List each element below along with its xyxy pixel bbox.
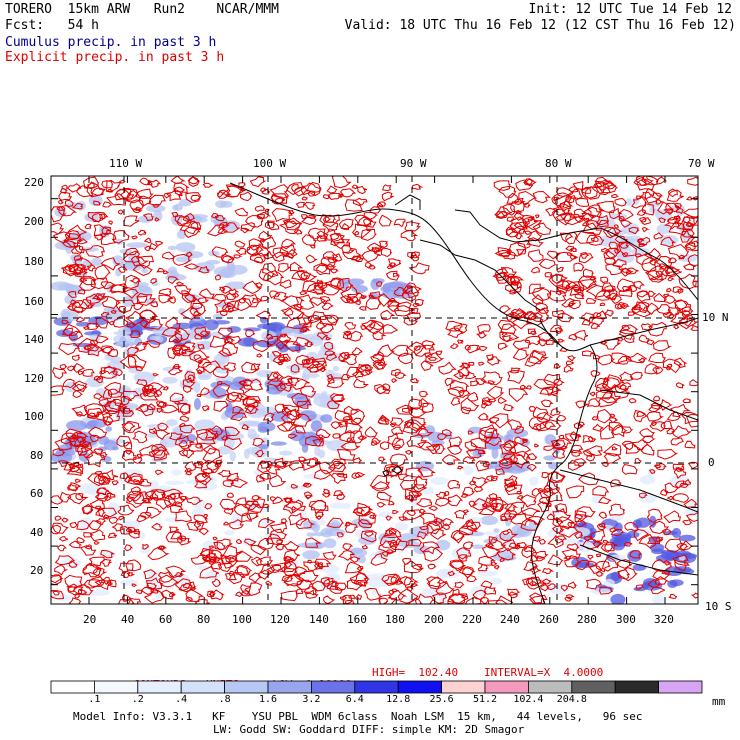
x-tick-label: 280 xyxy=(577,613,597,626)
x-tick-label: 320 xyxy=(654,613,674,626)
colorbar-label: .4 xyxy=(175,694,188,705)
y-tick-label: 40 xyxy=(30,526,44,539)
colorbar-label: 6.4 xyxy=(345,694,364,705)
contours-interval: INTERVAL=X 4.0000 xyxy=(484,666,604,679)
colorbar-label: 204.8 xyxy=(556,694,587,705)
x-tick-label: 200 xyxy=(424,613,444,626)
valid-time: Valid: 18 UTC Thu 16 Feb 12 (12 CST Thu … xyxy=(344,18,736,33)
y-tick-label: 220 xyxy=(24,176,44,189)
y-tick-label: 100 xyxy=(24,410,44,423)
lon-label-70w: 70 W xyxy=(688,157,715,170)
forecast-hour: Fcst: 54 h xyxy=(5,18,99,33)
colorbar-label: 1.6 xyxy=(258,694,278,705)
colorbar-label: .1 xyxy=(88,694,101,705)
x-tick-label: 260 xyxy=(539,613,559,626)
model-info-line2: LW: Godd SW: Goddard DIFF: simple KM: 2D… xyxy=(213,723,525,736)
y-tick-label: 160 xyxy=(24,295,44,308)
contours-high: HIGH= 102.40 xyxy=(372,666,459,679)
colorbar-label: 3.2 xyxy=(302,694,321,705)
x-tick-label: 20 xyxy=(83,613,97,626)
lat-label-10s: 10 S xyxy=(705,600,732,613)
contours-info: CONTOURS: UNITS=mm LOW= 0.10000 xyxy=(120,667,352,691)
coastlines xyxy=(229,182,698,604)
x-tick-label: 120 xyxy=(270,613,290,626)
y-tick-label: 120 xyxy=(24,372,44,385)
y-tick-label: 200 xyxy=(24,215,44,228)
colorbar-label: 51.2 xyxy=(472,694,498,705)
x-tick-label: 60 xyxy=(159,613,173,626)
lon-label-90w: 90 W xyxy=(400,157,427,170)
explicit-contours xyxy=(51,176,698,604)
x-tick-label: 40 xyxy=(121,613,135,626)
explicit-legend-label: Explicit precip. in past 3 h xyxy=(5,50,225,65)
lon-label-100w: 100 W xyxy=(253,157,287,170)
colorbar-label: 102.4 xyxy=(513,694,544,705)
y-tick-label: 180 xyxy=(24,255,44,268)
x-tick-label: 100 xyxy=(232,613,252,626)
x-tick-label: 240 xyxy=(500,613,520,626)
cumulus-legend-label: Cumulus precip. in past 3 h xyxy=(5,35,217,50)
colorbar-label: .2 xyxy=(131,694,144,705)
colorbar-label: 25.6 xyxy=(429,694,454,705)
init-time: Init: 12 UTC Tue 14 Feb 12 xyxy=(528,2,733,17)
x-tick-label: 140 xyxy=(309,613,329,626)
y-tick-label: 140 xyxy=(24,333,44,346)
model-info-line1: Model Info: V3.3.1 KF YSU PBL WDM 6class… xyxy=(73,710,643,723)
colorbar-label: .8 xyxy=(218,694,231,705)
x-tick-label: 180 xyxy=(385,613,405,626)
latlon-grid xyxy=(51,176,698,604)
lat-label-10n: 10 N xyxy=(702,311,729,324)
x-tick-label: 160 xyxy=(347,613,367,626)
model-title: TORERO 15km ARW Run2 NCAR/MMM xyxy=(5,2,279,17)
y-tick-label: 60 xyxy=(30,487,44,500)
axis-ticks xyxy=(51,176,698,604)
map-field xyxy=(51,176,698,604)
x-tick-label: 80 xyxy=(197,613,211,626)
y-tick-label: 20 xyxy=(30,564,44,577)
y-tick-label: 80 xyxy=(30,449,44,462)
lat-label-0: 0 xyxy=(708,456,715,469)
x-tick-label: 220 xyxy=(462,613,482,626)
lon-label-110w: 110 W xyxy=(109,157,143,170)
lon-label-80w: 80 W xyxy=(545,157,572,170)
contours-units: CONTOURS: UNITS=mm LOW= 0.10000 xyxy=(133,678,352,691)
colorbar-label: 12.8 xyxy=(386,694,411,705)
x-tick-label: 300 xyxy=(616,613,636,626)
colorbar-unit: mm xyxy=(712,695,726,708)
